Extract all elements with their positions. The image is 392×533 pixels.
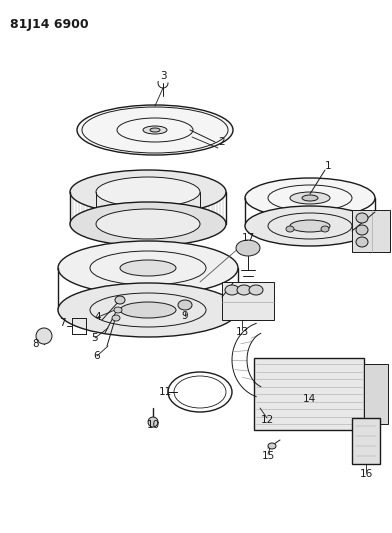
- Text: 6: 6: [94, 351, 100, 361]
- Ellipse shape: [290, 192, 330, 204]
- Text: 8: 8: [33, 339, 39, 349]
- Ellipse shape: [96, 209, 200, 239]
- Ellipse shape: [114, 307, 122, 313]
- Text: 12: 12: [260, 415, 274, 425]
- Text: 2: 2: [219, 137, 225, 147]
- Ellipse shape: [36, 328, 52, 344]
- Bar: [222, 282, 274, 320]
- Ellipse shape: [115, 296, 125, 304]
- Text: 1: 1: [325, 161, 331, 171]
- Text: 14: 14: [302, 394, 316, 404]
- Ellipse shape: [148, 417, 158, 427]
- Ellipse shape: [178, 300, 192, 310]
- Text: 81J14 6900: 81J14 6900: [10, 18, 89, 31]
- Text: 17: 17: [241, 233, 255, 243]
- Ellipse shape: [120, 302, 176, 318]
- Text: 11: 11: [158, 387, 172, 397]
- Ellipse shape: [356, 225, 368, 235]
- Text: 5: 5: [92, 333, 98, 343]
- Ellipse shape: [120, 260, 176, 276]
- Ellipse shape: [70, 170, 226, 214]
- Ellipse shape: [237, 285, 251, 295]
- Text: 3: 3: [160, 71, 166, 81]
- Ellipse shape: [225, 285, 239, 295]
- Ellipse shape: [245, 178, 375, 218]
- Ellipse shape: [236, 240, 260, 256]
- Ellipse shape: [249, 285, 263, 295]
- Text: 15: 15: [261, 451, 275, 461]
- Ellipse shape: [96, 177, 200, 207]
- Ellipse shape: [112, 315, 120, 321]
- Ellipse shape: [70, 202, 226, 246]
- Ellipse shape: [356, 237, 368, 247]
- Ellipse shape: [268, 443, 276, 449]
- Ellipse shape: [290, 220, 330, 232]
- Ellipse shape: [321, 226, 329, 232]
- Ellipse shape: [58, 283, 238, 337]
- Bar: [364, 364, 388, 424]
- Bar: [352, 418, 380, 464]
- Bar: [254, 358, 364, 430]
- Bar: [352, 210, 390, 252]
- Ellipse shape: [143, 126, 167, 134]
- Ellipse shape: [58, 241, 238, 295]
- Ellipse shape: [77, 105, 233, 155]
- Ellipse shape: [150, 128, 160, 132]
- Text: 7: 7: [59, 318, 65, 328]
- Ellipse shape: [356, 213, 368, 223]
- Text: 10: 10: [147, 420, 160, 430]
- Text: 9: 9: [181, 311, 188, 321]
- Ellipse shape: [286, 226, 294, 232]
- Text: 13: 13: [235, 327, 249, 337]
- Ellipse shape: [245, 206, 375, 246]
- Ellipse shape: [302, 195, 318, 201]
- Text: 4: 4: [95, 312, 101, 322]
- Text: 16: 16: [359, 469, 373, 479]
